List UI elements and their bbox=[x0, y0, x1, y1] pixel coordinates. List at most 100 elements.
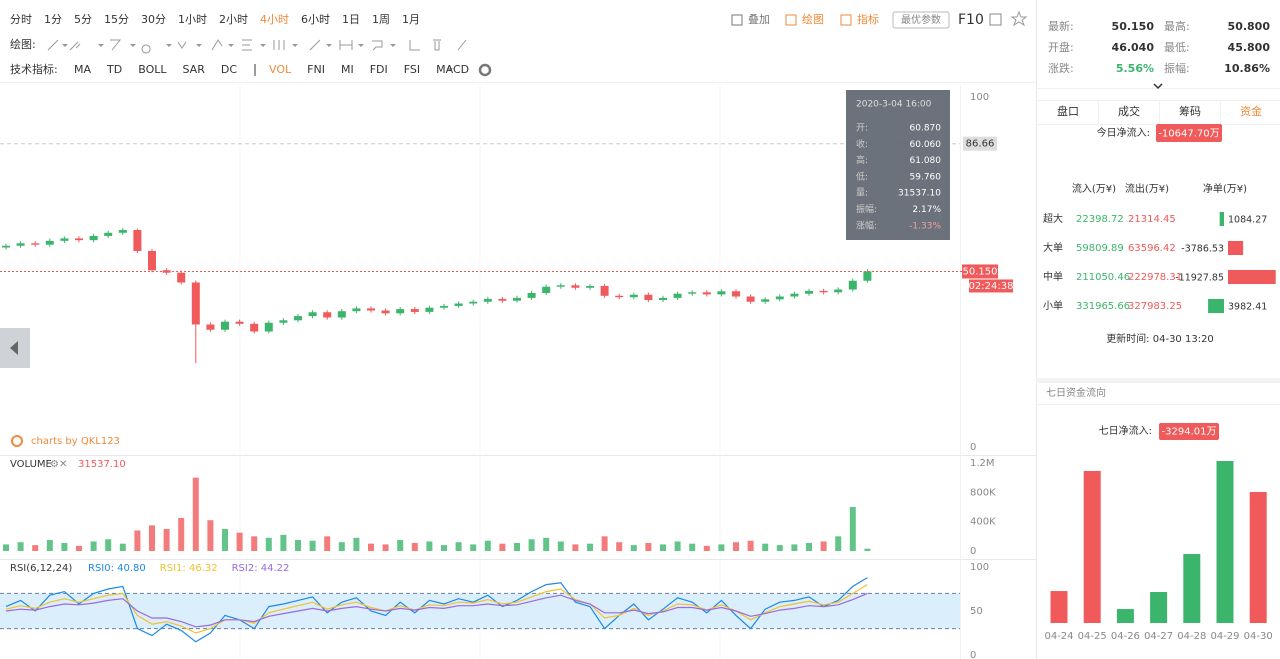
candle-body bbox=[381, 310, 390, 314]
volume-bar bbox=[338, 542, 345, 551]
interval-tab[interactable]: 5分 bbox=[74, 13, 92, 26]
sidebar-tab[interactable]: 成交 bbox=[1118, 104, 1140, 118]
volume-bar bbox=[192, 477, 199, 551]
indicator-tab[interactable]: TD bbox=[106, 63, 122, 76]
inflow: 331965.66 bbox=[1076, 301, 1130, 312]
indicator-tab[interactable]: DC bbox=[221, 63, 237, 76]
tab-chevron bbox=[1153, 83, 1163, 90]
interval-tab[interactable]: 1日 bbox=[342, 13, 360, 26]
net-value: -11927.85 bbox=[1175, 273, 1224, 284]
watermark-logo bbox=[11, 435, 23, 447]
candle-body bbox=[513, 297, 521, 301]
sidebar-tab[interactable]: 资金 bbox=[1240, 104, 1262, 118]
interval-tab[interactable]: 分时 bbox=[10, 13, 32, 26]
candle-body bbox=[104, 232, 113, 236]
indicator-tab[interactable]: MACD bbox=[436, 63, 469, 76]
candle-body bbox=[586, 286, 594, 288]
candle-body bbox=[571, 285, 580, 288]
action-button[interactable]: 叠加 bbox=[748, 13, 770, 26]
indicator-tab[interactable]: VOL bbox=[269, 63, 292, 76]
section-title: 七日资金流向 bbox=[1046, 386, 1106, 399]
action-icon[interactable] bbox=[840, 14, 852, 26]
best-params-label[interactable]: 最优参数 bbox=[901, 13, 941, 26]
volume-bar bbox=[90, 541, 97, 551]
outflow: 327983.25 bbox=[1128, 301, 1182, 312]
fullscreen-icon[interactable] bbox=[989, 13, 1002, 26]
interval-tab[interactable]: 2小时 bbox=[219, 13, 248, 26]
candle-body bbox=[235, 321, 244, 324]
f10-button[interactable]: F10 bbox=[958, 12, 984, 28]
candle-body bbox=[410, 309, 419, 312]
interval-tab[interactable]: 1月 bbox=[402, 13, 420, 26]
volume-bar bbox=[236, 532, 243, 551]
stat-value: 46.040 bbox=[1112, 41, 1155, 54]
action-button[interactable]: 绘图 bbox=[802, 12, 824, 26]
tooltip-value: 59.760 bbox=[910, 172, 942, 182]
indicator-tab[interactable]: MI bbox=[341, 63, 354, 76]
volume-bar bbox=[762, 543, 769, 551]
indicator-tab[interactable]: FSI bbox=[404, 63, 420, 76]
candle-body bbox=[615, 295, 624, 298]
interval-tab[interactable]: 15分 bbox=[104, 13, 129, 26]
interval-tab[interactable]: 1周 bbox=[372, 13, 390, 26]
candle-body bbox=[775, 296, 784, 300]
indicator-tab[interactable]: FDI bbox=[370, 63, 388, 76]
tooltip-label: 低: bbox=[856, 170, 868, 182]
candle-body bbox=[556, 285, 565, 287]
tooltip-value: 60.870 bbox=[910, 124, 942, 134]
last-price-label: 50.150 bbox=[963, 266, 998, 277]
volume-bar bbox=[616, 542, 623, 551]
sidebar-tab[interactable]: 筹码 bbox=[1179, 104, 1201, 118]
volume-bar bbox=[382, 544, 389, 551]
candle-body bbox=[279, 320, 288, 323]
volume-bar bbox=[295, 540, 301, 551]
indicator-tab[interactable]: MA bbox=[74, 63, 91, 76]
y-tick-label: 100 bbox=[970, 562, 989, 573]
volume-bar bbox=[806, 542, 812, 551]
indicator-tab[interactable]: FNI bbox=[307, 63, 325, 76]
tooltip bbox=[846, 90, 950, 240]
candle-body bbox=[834, 289, 843, 293]
last-price-tag bbox=[962, 264, 998, 279]
action-icon[interactable] bbox=[731, 14, 743, 26]
tooltip-label: 开: bbox=[856, 123, 868, 134]
volume-bar bbox=[3, 544, 9, 551]
reference-tag bbox=[963, 136, 997, 151]
interval-tab[interactable]: 4小时 bbox=[260, 13, 289, 26]
candle-body bbox=[805, 290, 813, 294]
tooltip-label: 涨幅: bbox=[856, 219, 877, 231]
flow-bar bbox=[1050, 591, 1068, 623]
candle-body bbox=[308, 312, 317, 317]
candle-body bbox=[629, 294, 638, 298]
flow-bar bbox=[1116, 609, 1134, 623]
action-icon[interactable] bbox=[785, 14, 797, 26]
best-params-button[interactable] bbox=[892, 11, 950, 29]
indicator-tab[interactable]: BOLL bbox=[138, 63, 167, 76]
indicator-tab[interactable]: SAR bbox=[183, 63, 206, 76]
volume-bar bbox=[17, 542, 24, 551]
interval-tab[interactable]: 1小时 bbox=[178, 13, 207, 26]
volume-bar bbox=[557, 541, 564, 551]
drawing-tools[interactable] bbox=[47, 39, 467, 54]
candle-body bbox=[702, 292, 711, 295]
stat-label: 最新: bbox=[1048, 19, 1074, 33]
settings-icon[interactable] bbox=[478, 63, 492, 77]
candle-body bbox=[848, 280, 857, 290]
legend-entry: RSI1: 46.32 bbox=[160, 563, 218, 574]
volume-bar bbox=[835, 536, 842, 551]
scroll-left-arrow bbox=[10, 341, 18, 355]
star-icon[interactable] bbox=[1010, 10, 1028, 27]
legend-entry: RSI2: 44.22 bbox=[232, 563, 290, 574]
y-tick-label: 0 bbox=[970, 442, 976, 453]
interval-tab[interactable]: 6小时 bbox=[301, 13, 330, 26]
volume-bar bbox=[601, 536, 608, 551]
candle-body bbox=[498, 298, 507, 301]
interval-tab[interactable]: 30分 bbox=[141, 13, 166, 26]
pane-title: RSI(6,12,24) bbox=[10, 563, 72, 574]
candle-body bbox=[600, 286, 609, 296]
interval-tab[interactable]: 1分 bbox=[44, 13, 62, 26]
sidebar-tab[interactable]: 盘口 bbox=[1057, 104, 1079, 118]
dropdown-arrows[interactable] bbox=[62, 44, 453, 71]
action-button[interactable]: 指标 bbox=[857, 12, 879, 26]
outflow: 21314.45 bbox=[1128, 214, 1176, 225]
